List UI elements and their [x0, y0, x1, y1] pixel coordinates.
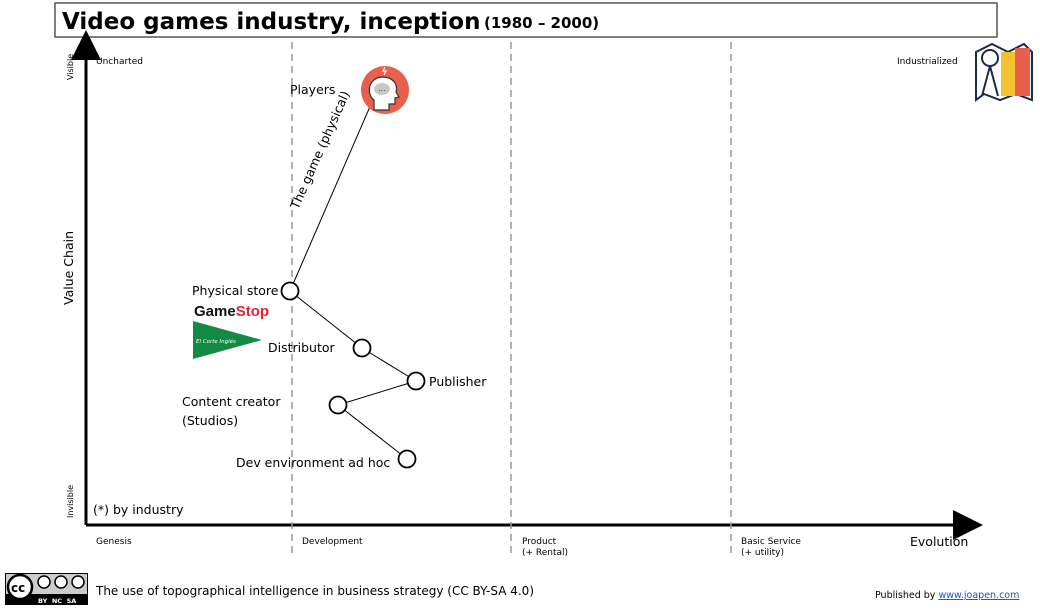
y-top-label: Visible — [66, 54, 75, 80]
node-content-creator[interactable] — [328, 395, 348, 415]
physical-store-label: Physical store — [192, 283, 279, 298]
svg-text:cc: cc — [11, 581, 25, 595]
industry-note: (*) by industry — [93, 502, 184, 517]
stage-development: Development — [302, 537, 363, 547]
distributor-label: Distributor — [268, 340, 336, 355]
players-label: Players — [290, 82, 335, 97]
industrialized-label: Industrialized — [897, 57, 958, 67]
stage-product: Product — [522, 537, 557, 547]
svg-text:BY NC SA: BY NC SA — [38, 597, 76, 605]
title-box — [54, 2, 998, 38]
stage-basic-service-sub: (+ utility) — [741, 548, 784, 558]
title-period: (1980 – 2000) — [484, 14, 599, 32]
dev-environment-label: Dev environment ad hoc — [236, 455, 390, 470]
node-dev-environment[interactable] — [397, 449, 417, 469]
svg-text:El Corte Inglés: El Corte Inglés — [196, 338, 236, 345]
stage-dividers — [291, 42, 732, 555]
node-distributor[interactable] — [352, 338, 372, 358]
title: Video games industry, inception — [62, 9, 480, 35]
svg-text:...: ... — [378, 84, 386, 93]
x-axis-label: Evolution — [910, 534, 968, 549]
svg-text:GameStop: GameStop — [194, 303, 269, 320]
content-creator-sub-label: (Studios) — [182, 413, 238, 428]
players-icon[interactable]: ... — [361, 66, 409, 114]
stage-product-sub: (+ Rental) — [522, 548, 568, 558]
stage-basic-service: Basic Service — [741, 537, 801, 547]
content-creator-label: Content creator — [182, 394, 281, 409]
cc-license-badge: cc BY NC SA — [5, 573, 88, 605]
elcorteingles-logo: El Corte Inglés — [193, 321, 262, 359]
gamestop-logo: GameStop — [194, 303, 269, 320]
joapen-link[interactable]: www.joapen.com — [938, 590, 1019, 601]
publisher-label: Publisher — [429, 374, 487, 389]
uncharted-label: Uncharted — [96, 57, 143, 67]
y-bottom-label: Invisible — [66, 485, 75, 518]
edge-label-game: The game (physical) — [287, 88, 353, 212]
stage-genesis: Genesis — [96, 537, 132, 547]
published-by: Published by www.joapen.com — [875, 590, 1019, 601]
node-physical-store[interactable] — [280, 281, 300, 301]
y-axis-label: Value Chain — [61, 231, 76, 305]
edges — [289, 94, 417, 460]
node-publisher[interactable] — [406, 371, 426, 391]
footer-text: The use of topographical intelligence in… — [95, 584, 534, 598]
map-compass-icon — [975, 42, 1033, 102]
